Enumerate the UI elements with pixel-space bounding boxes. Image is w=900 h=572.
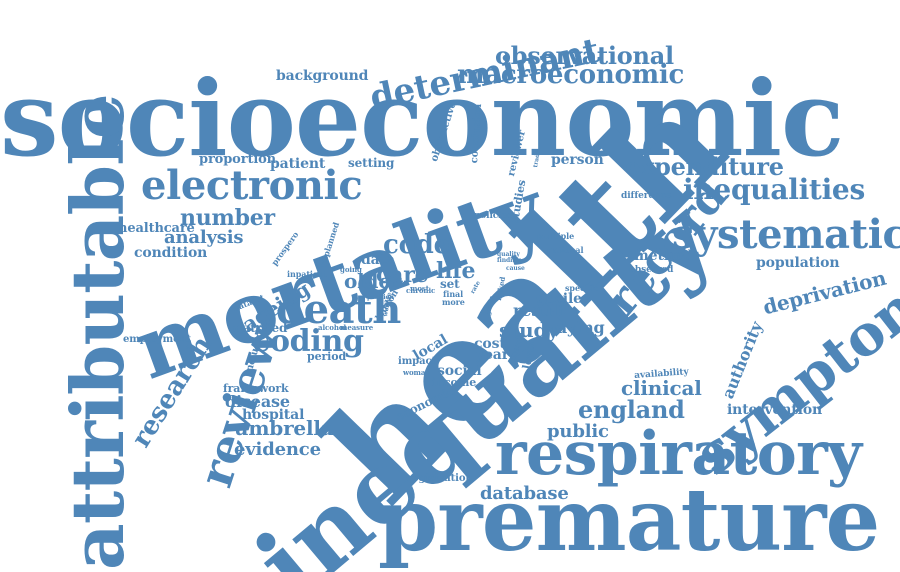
word-cost: cost	[474, 336, 506, 352]
word-cause: cause	[506, 265, 525, 272]
word-decile: decile	[536, 291, 582, 307]
word-public: public	[547, 421, 609, 442]
word-electronic: electronic	[141, 162, 363, 209]
word-death: death	[276, 286, 401, 333]
word-england: england	[578, 395, 685, 424]
word-chronic: chronic	[406, 286, 436, 295]
word-final: final	[443, 289, 464, 299]
word-position: position	[367, 294, 394, 301]
word-multiple: multiple	[537, 231, 575, 241]
word-set: set	[440, 277, 460, 291]
word-more: more	[442, 297, 465, 307]
word-result: result	[513, 301, 565, 320]
word-number: number	[180, 205, 275, 231]
word-intervention: intervention	[727, 402, 823, 418]
word-socioeconomic: socioeconomic	[0, 57, 844, 180]
word-older: older	[344, 269, 402, 293]
word-social: social	[437, 363, 482, 379]
word-premature: premature	[378, 470, 880, 571]
word-condition: condition	[134, 245, 208, 261]
word-going: going	[340, 265, 362, 274]
word-coding: coding	[252, 324, 364, 359]
word-method: method	[634, 248, 693, 264]
word-registration: registration	[407, 473, 473, 484]
word-umbrella: umbrella	[234, 416, 334, 440]
word-matched: matched	[230, 321, 288, 335]
word-patient: patient	[270, 156, 326, 172]
word-hospital: hospital	[242, 407, 305, 423]
word-expenditure: expenditure	[625, 152, 784, 181]
word-disease: disease	[225, 392, 290, 411]
word-database: database	[480, 483, 569, 504]
word-period: period	[307, 350, 347, 363]
word-study: study	[499, 318, 559, 342]
word-measure: measure	[340, 323, 374, 332]
word-finding: finding	[497, 257, 521, 264]
word-dying: dying	[556, 318, 605, 337]
word-inpatient: inpatient	[287, 269, 328, 279]
word-life: life	[436, 258, 476, 284]
word-evidence: evidence	[234, 439, 321, 460]
word-data: data	[361, 252, 395, 268]
word-year: year	[476, 347, 509, 363]
word-most: most	[410, 284, 429, 293]
word-quality: quality	[497, 251, 520, 258]
word-specific: specific	[565, 283, 599, 293]
word-clinical: clinical	[621, 376, 702, 400]
word-alcohol: alcohol	[318, 323, 347, 332]
word-care: care	[376, 262, 429, 288]
word-impact: impact	[398, 356, 436, 367]
word-woman: woman	[403, 368, 431, 377]
word-national: national	[547, 245, 584, 255]
word-systematic: systematic	[672, 211, 900, 258]
word-observational: observational	[495, 41, 674, 70]
word-respiratory: respiratory	[495, 419, 862, 489]
word-attributable: attributable	[55, 94, 140, 570]
word-healthcare: healthcare	[118, 221, 195, 236]
word-population: population	[756, 255, 840, 271]
word-policies: policies	[474, 211, 513, 221]
word-framework: framework	[223, 382, 289, 395]
word-observed: observed	[629, 265, 674, 275]
word-difference: difference	[621, 191, 672, 201]
word-employment: employment	[123, 334, 192, 345]
word-income: income	[432, 376, 477, 389]
word-code: code	[383, 230, 450, 260]
word-background: background	[276, 68, 369, 84]
word-macroeconomic: macroeconomic	[457, 60, 685, 90]
word-inequalities: inequalities	[683, 173, 865, 206]
word-person: person	[551, 152, 604, 168]
word-proportion: proportion	[199, 152, 276, 167]
word-analysis: analysis	[164, 227, 244, 248]
word-setting: setting	[348, 156, 395, 170]
